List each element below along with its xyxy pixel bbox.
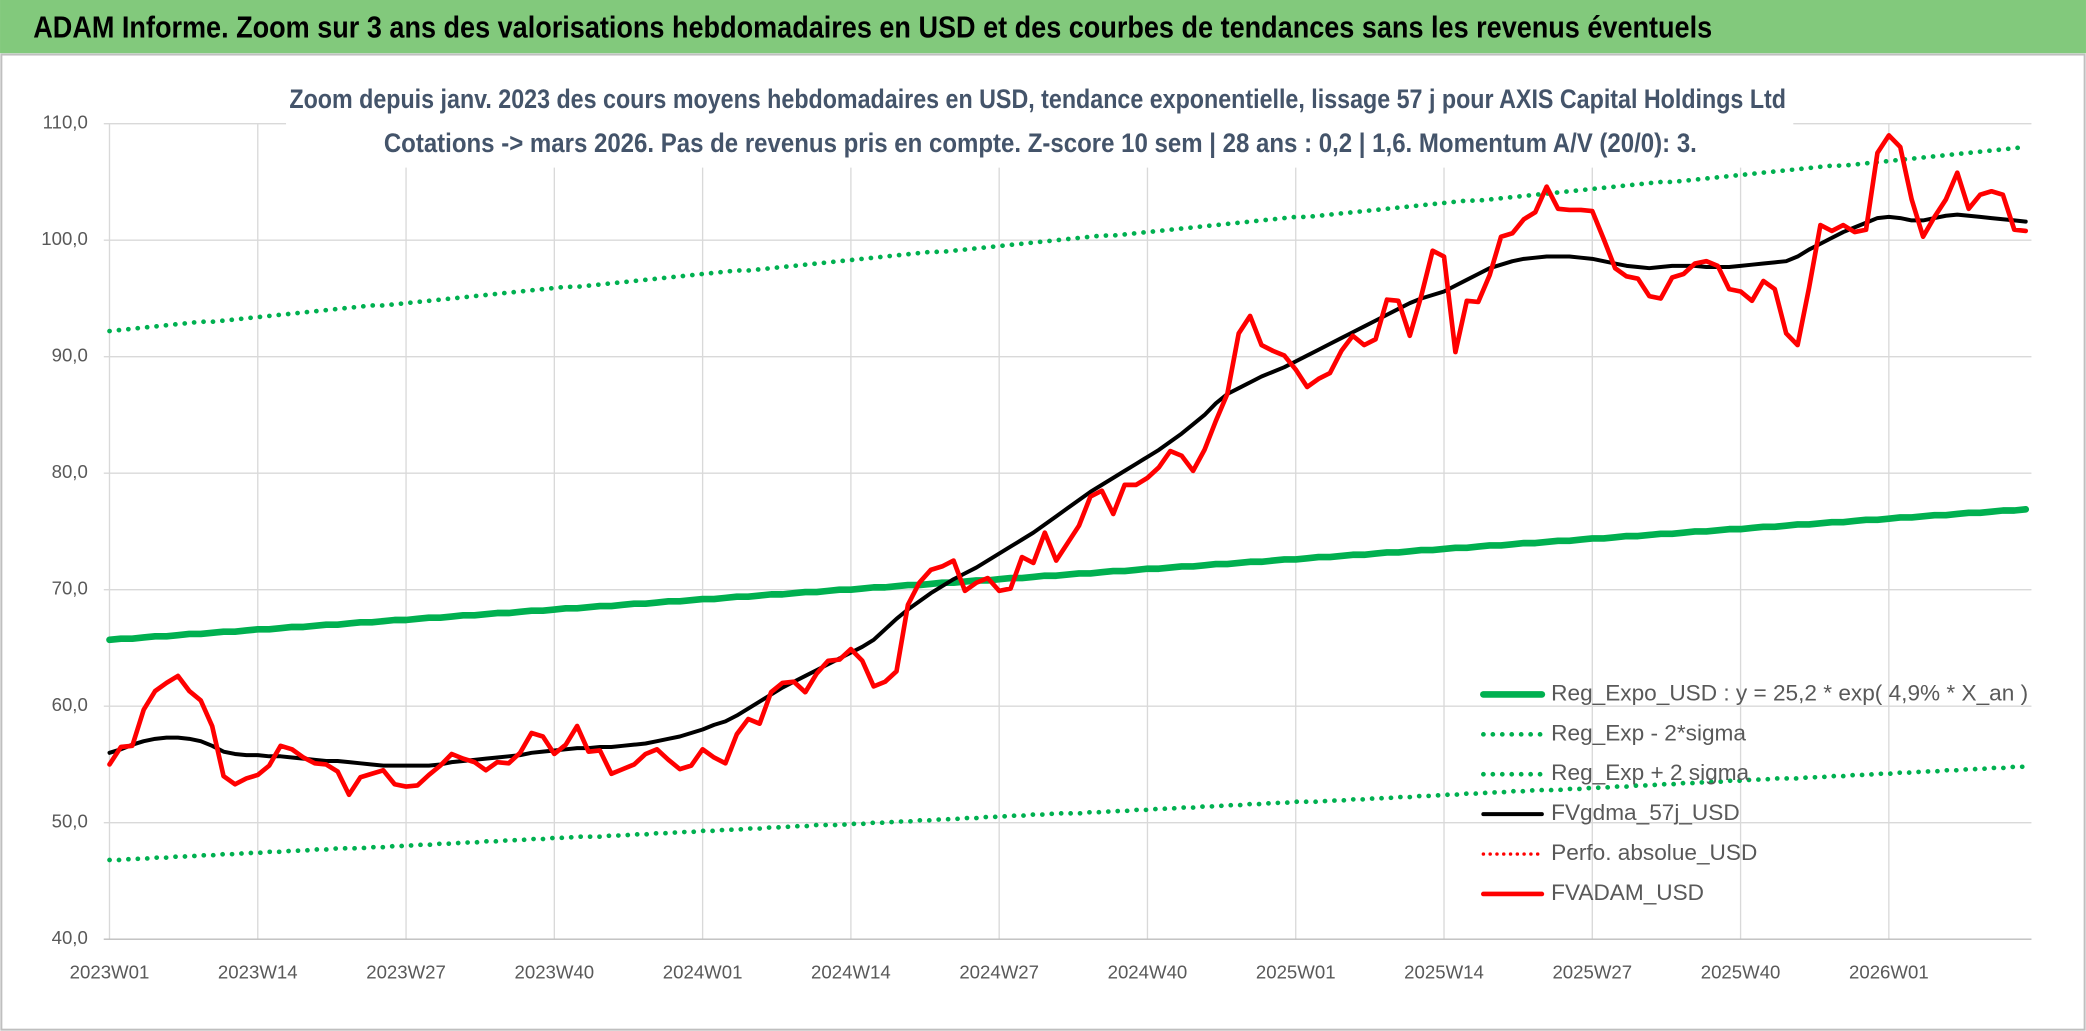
x-tick-label: 2024W14	[811, 962, 891, 983]
x-tick-label: 2025W01	[1256, 962, 1336, 983]
x-tick-label: 2024W27	[959, 962, 1039, 983]
chart-frame	[0, 53, 2086, 1031]
legend-label: FVgdma_57j_USD	[1551, 800, 1740, 825]
series-line	[107, 133, 2029, 798]
title-box	[286, 79, 1794, 168]
series-line	[107, 212, 2028, 768]
plot-area: 40,0 50,0 60,0 70,0 80,0 90,0 100,0 110,0 2023W0…	[41, 112, 2032, 983]
x-tick-label: 2024W01	[663, 962, 743, 983]
y-tick-label: 50,0	[52, 811, 88, 832]
y-tick-label: 60,0	[52, 694, 88, 715]
x-tick-label: 2025W14	[1404, 962, 1484, 983]
series-line	[107, 764, 2029, 863]
x-tick-label: 2026W01	[1849, 962, 1929, 983]
banner-title: ADAM Informe. Zoom sur 3 ans des valoris…	[33, 10, 1712, 44]
y-tick-label: 70,0	[52, 578, 88, 599]
x-tick-label: 2025W40	[1701, 962, 1781, 983]
series-line	[107, 144, 2029, 334]
chart-title: Zoom depuis janv. 2023 des cours moyens …	[289, 84, 1786, 114]
legend-label: Perfo. absolue_USD	[1551, 840, 1757, 865]
x-tick-label: 2023W14	[218, 962, 298, 983]
legend-label: Reg_Exp + 2 sigma	[1551, 760, 1749, 785]
legend: Reg_Expo_USD : y = 25,2 * exp( 4,9% * X_…	[1480, 680, 2028, 905]
series-line	[106, 506, 2030, 644]
x-tick-label: 2023W40	[514, 962, 594, 983]
x-tick-label: 2023W27	[366, 962, 446, 983]
y-tick-label: 80,0	[52, 461, 88, 482]
legend-label: Reg_Expo_USD : y = 25,2 * exp( 4,9% * X_…	[1551, 680, 2028, 705]
legend-label: Reg_Exp - 2*sigma	[1551, 720, 1746, 745]
y-tick-label: 100,0	[41, 228, 88, 249]
x-tick-label: 2023W01	[70, 962, 150, 983]
y-tick-label: 90,0	[52, 345, 88, 366]
banner	[0, 0, 2086, 54]
x-tick-label: 2025W27	[1552, 962, 1632, 983]
y-tick-label: 110,0	[43, 112, 88, 133]
y-tick-label: 40,0	[52, 927, 88, 948]
chart-subtitle: Cotations -> mars 2026. Pas de revenus p…	[384, 128, 1697, 158]
legend-label: FVADAM_USD	[1551, 880, 1704, 905]
x-tick-label: 2024W40	[1108, 962, 1188, 983]
